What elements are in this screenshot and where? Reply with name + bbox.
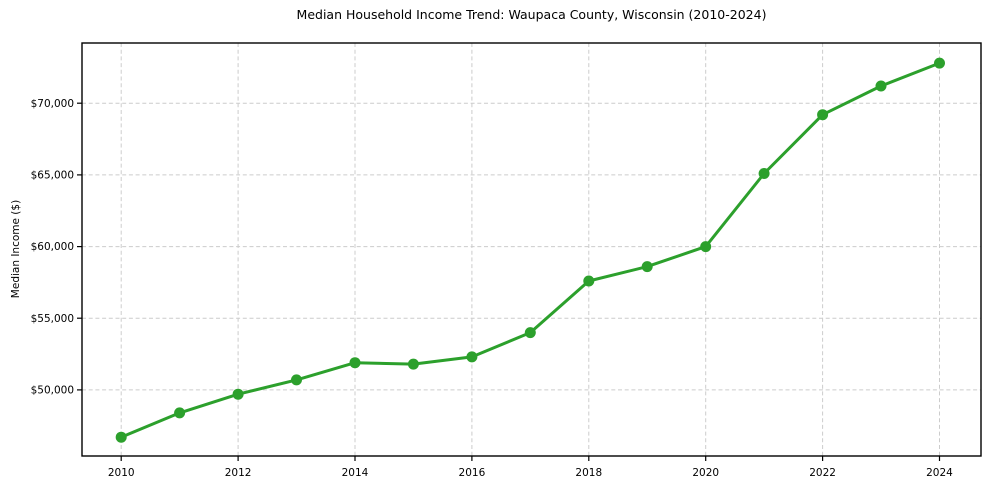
data-point — [115, 431, 127, 443]
y-tick-label: $70,000 — [31, 98, 74, 110]
data-point — [758, 168, 770, 179]
x-tick-label: 2022 — [809, 467, 836, 479]
trend-line — [119, 61, 941, 439]
x-tick-label: 2014 — [342, 467, 369, 479]
data-point — [817, 109, 829, 121]
chart-title: Median Household Income Trend: Waupaca C… — [296, 7, 767, 22]
data-point — [466, 351, 478, 363]
x-tick-label: 2012 — [225, 467, 252, 479]
data-point — [934, 57, 945, 69]
x-tick-label: 2018 — [575, 467, 602, 479]
x-tick-label: 2016 — [459, 467, 486, 479]
y-tick-label: $65,000 — [31, 170, 74, 182]
y-tick-label: $60,000 — [31, 241, 74, 253]
data-point — [583, 275, 595, 287]
axes-frame — [81, 42, 982, 457]
data-point — [349, 357, 361, 369]
data-point — [232, 388, 244, 400]
x-tick-label: 2010 — [108, 467, 135, 479]
data-point — [407, 358, 419, 370]
data-point — [291, 374, 302, 386]
data-point — [524, 327, 536, 339]
data-point — [641, 261, 653, 273]
y-tick-label: $50,000 — [31, 385, 74, 397]
data-point — [875, 80, 887, 92]
x-tick-label: 2020 — [692, 467, 719, 479]
x-tick-label: 2024 — [926, 467, 953, 479]
y-tick-label: $55,000 — [31, 313, 74, 325]
data-point — [700, 241, 712, 253]
data-point — [174, 407, 186, 419]
